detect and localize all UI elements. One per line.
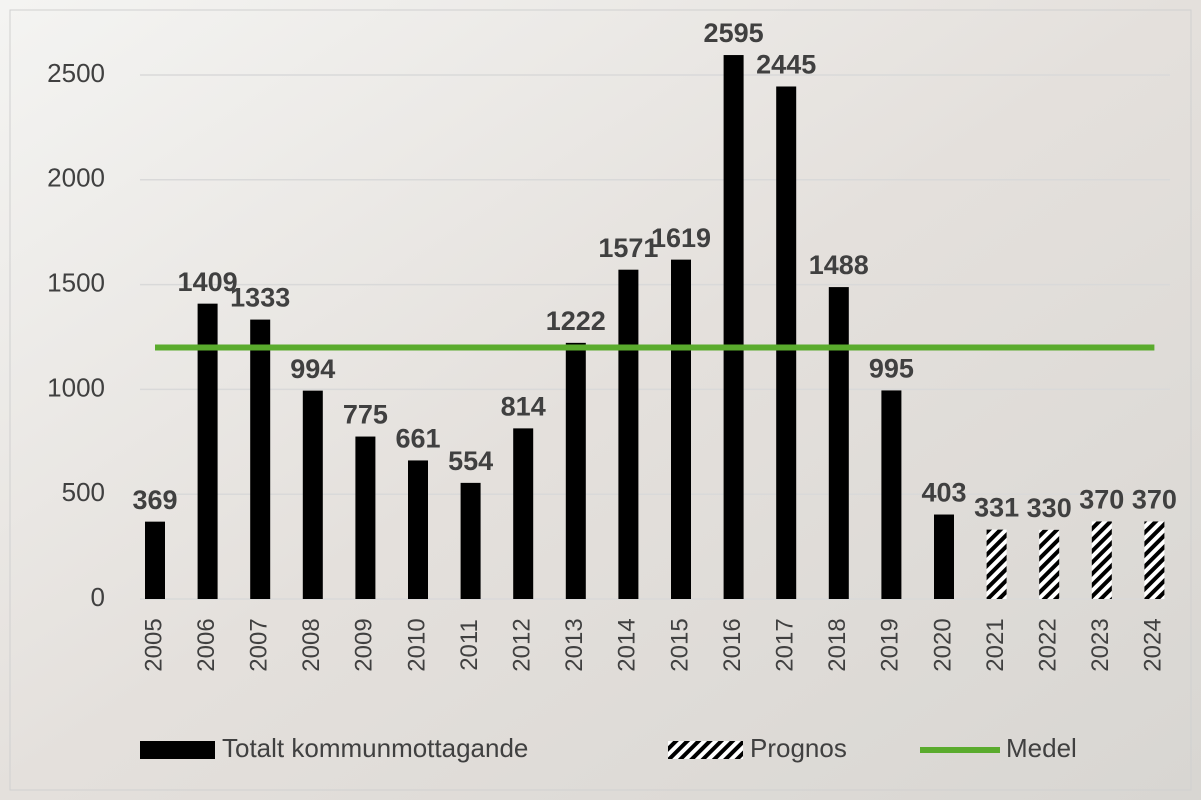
x-tick-label: 2023 [1087, 618, 1114, 671]
bar [408, 460, 428, 599]
bar [618, 270, 638, 599]
bar [250, 320, 270, 599]
x-tick-label: 2011 [456, 619, 483, 671]
bar [934, 515, 954, 599]
data-label: 1571 [598, 233, 658, 263]
data-label: 994 [290, 354, 335, 384]
x-tick-label: 2021 [982, 618, 1009, 671]
bar [1092, 521, 1112, 599]
y-tick-label: 0 [91, 582, 105, 612]
bar [566, 343, 586, 599]
bar [1144, 521, 1164, 599]
legend-label: Medel [1006, 733, 1077, 763]
legend-label: Prognos [750, 733, 847, 763]
data-label: 554 [448, 446, 493, 476]
data-label: 1333 [230, 283, 290, 313]
x-tick-label: 2010 [403, 618, 430, 671]
legend-swatch [140, 741, 215, 759]
x-tick-label: 2008 [298, 618, 325, 671]
legend-swatch [668, 741, 743, 759]
x-tick-label: 2019 [877, 618, 904, 671]
bar [513, 428, 533, 599]
x-tick-label: 2007 [246, 618, 273, 671]
bar [145, 522, 165, 599]
y-tick-label: 1500 [47, 267, 105, 297]
data-label: 1222 [546, 306, 606, 336]
data-label: 995 [869, 354, 914, 384]
data-label: 2445 [756, 50, 816, 80]
data-label: 1409 [178, 267, 238, 297]
y-tick-label: 2000 [47, 163, 105, 193]
x-tick-label: 2016 [719, 618, 746, 671]
bar [881, 390, 901, 599]
x-tick-label: 2018 [824, 618, 851, 671]
y-tick-label: 1000 [47, 372, 105, 402]
data-label: 775 [343, 400, 388, 430]
data-label: 369 [132, 485, 177, 515]
bar [355, 437, 375, 599]
data-label: 661 [395, 424, 440, 454]
data-label: 370 [1079, 485, 1124, 515]
data-label: 370 [1132, 485, 1177, 515]
data-label: 2595 [704, 18, 764, 48]
legend-label: Totalt kommunmottagande [222, 733, 528, 763]
bar [776, 86, 796, 599]
x-tick-label: 2017 [772, 618, 799, 671]
x-tick-label: 2020 [929, 618, 956, 671]
x-tick-label: 2009 [351, 618, 378, 671]
x-tick-label: 2012 [509, 618, 536, 671]
bar [724, 55, 744, 599]
x-tick-label: 2024 [1140, 618, 1167, 671]
x-tick-label: 2006 [193, 618, 220, 671]
bar [829, 287, 849, 599]
data-label: 1488 [809, 250, 869, 280]
x-tick-label: 2022 [1035, 618, 1062, 671]
data-label: 403 [921, 478, 966, 508]
chart: 0 500 1000 1500 2000 2500 2005 2006 2007 2008 2009… [0, 0, 1201, 800]
y-tick-label: 2500 [47, 58, 105, 88]
bar [671, 260, 691, 599]
x-tick-label: 2015 [666, 618, 693, 671]
x-tick-label: 2013 [561, 618, 588, 671]
x-tick-label: 2005 [140, 618, 167, 671]
data-label: 814 [501, 391, 546, 421]
bar [987, 530, 1007, 599]
bar [1039, 530, 1059, 599]
bar [303, 391, 323, 599]
data-label: 1619 [651, 223, 711, 253]
data-label: 331 [974, 493, 1019, 523]
y-tick-label: 500 [62, 477, 105, 507]
background [0, 0, 1201, 800]
bar [461, 483, 481, 599]
x-tick-label: 2014 [614, 618, 641, 671]
data-label: 330 [1027, 493, 1072, 523]
